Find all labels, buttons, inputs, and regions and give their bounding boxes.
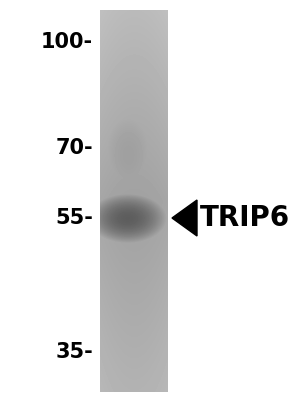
Text: 70-: 70- [55,138,93,158]
Text: 55-: 55- [55,208,93,228]
Text: 35-: 35- [55,342,93,362]
Polygon shape [172,200,197,236]
Text: TRIP6: TRIP6 [200,204,290,232]
Text: 100-: 100- [41,32,93,52]
